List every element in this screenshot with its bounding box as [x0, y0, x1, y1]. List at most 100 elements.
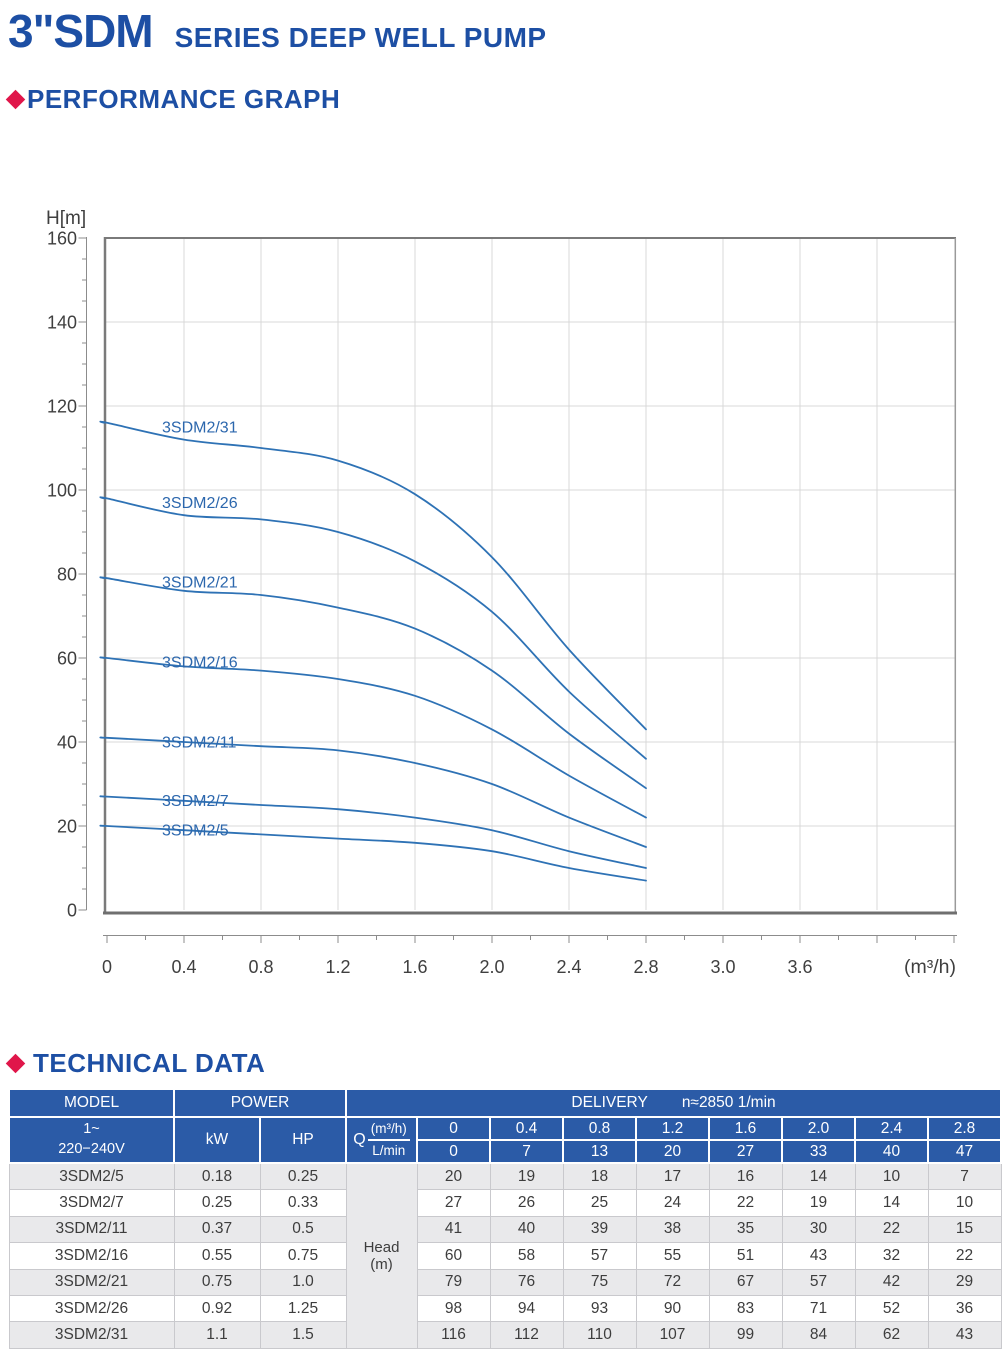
- head-value-cell: 110: [562, 1321, 637, 1349]
- y-tick-label: 120: [47, 397, 77, 417]
- head-value-cell: 94: [489, 1294, 564, 1323]
- flow-m3h-header: 2.8: [926, 1116, 1003, 1141]
- head-value-cell: 20: [416, 1162, 491, 1191]
- curve-label: 3SDM2/7: [162, 793, 229, 810]
- head-value-cell: 43: [927, 1321, 1002, 1349]
- x-tick-label: 3.6: [787, 957, 812, 977]
- kw-cell: 0.25: [173, 1189, 261, 1217]
- head-value-cell: 24: [635, 1189, 710, 1217]
- hp-cell: 0.5: [259, 1215, 347, 1244]
- table-row: 3SDM2/7 0.25 0.33 27 26 25 24 22 19 14 10: [8, 1189, 1002, 1217]
- model-cell: 3SDM2/21: [8, 1268, 175, 1296]
- curve-label: 3SDM2/16: [162, 655, 238, 672]
- y-tick-label: 160: [47, 229, 77, 249]
- q-label: Q: [353, 1131, 366, 1148]
- curve: [99, 496, 647, 760]
- table-row: 3SDM2/31 1.1 1.5 116 112 110 107 99 84 62 43: [8, 1321, 1002, 1349]
- y-tick-label: 100: [47, 481, 77, 501]
- head-value-cell: 90: [635, 1294, 710, 1323]
- head-value-cell: 99: [708, 1321, 783, 1349]
- kw-cell: 0.18: [173, 1162, 261, 1191]
- flow-lmin-header: 33: [781, 1139, 856, 1164]
- head-value-cell: 98: [416, 1294, 491, 1323]
- head-value-cell: 112: [489, 1321, 564, 1349]
- section-title: PERFORMANCE GRAPH: [27, 84, 341, 114]
- flow-m3h-header: 0: [416, 1116, 491, 1141]
- kw-cell: 0.75: [173, 1268, 261, 1296]
- x-axis-unit-label: (m³/h): [904, 956, 956, 978]
- head-value-cell: 39: [562, 1215, 637, 1244]
- table-row: 3SDM2/21 0.75 1.0 79 76 75 72 67 57 42 29: [8, 1268, 1002, 1296]
- head-value-cell: 17: [635, 1162, 710, 1191]
- head-value-cell: 107: [635, 1321, 710, 1349]
- table-header-row: MODEL POWER DELIVERY n≈2850 1/min: [8, 1088, 1003, 1118]
- flow-lmin-header: 0: [416, 1139, 491, 1164]
- flow-lmin-header: 20: [635, 1139, 710, 1164]
- head-value-cell: 51: [708, 1242, 783, 1270]
- curve: [99, 656, 647, 819]
- section-performance-graph: PERFORMANCE GRAPH: [5, 84, 341, 115]
- curve: [99, 420, 647, 731]
- model-cell: 3SDM2/31: [8, 1321, 175, 1349]
- y-tick-label: 80: [57, 565, 77, 585]
- head-value-cell: 40: [489, 1215, 564, 1244]
- voltage-line1: 1~: [83, 1121, 100, 1138]
- head-value-cell: 67: [708, 1268, 783, 1296]
- head-value-cell: 22: [927, 1242, 1002, 1270]
- kw-cell: 0.92: [173, 1294, 261, 1323]
- table-subheader-row-lmin: 0 7 13 20 27 33 40 47: [9, 1139, 1003, 1164]
- head-value-cell: 62: [854, 1321, 929, 1349]
- hp-cell: 1.5: [259, 1321, 347, 1349]
- hp-cell: 0.33: [259, 1189, 347, 1217]
- flow-lmin-header: 47: [926, 1139, 1003, 1164]
- head-value-cell: 38: [635, 1215, 710, 1244]
- head-value-cell: 22: [854, 1215, 929, 1244]
- head-value-cell: 57: [781, 1268, 856, 1296]
- product-name: 3"SDM: [8, 5, 154, 57]
- head-value-cell: 26: [489, 1189, 564, 1217]
- q-units-fraction: (m³/h) L/min: [367, 1119, 410, 1161]
- head-value-cell: 18: [562, 1162, 637, 1191]
- curve-label: 3SDM2/5: [162, 823, 229, 840]
- delivery-header: DELIVERY n≈2850 1/min: [344, 1088, 1003, 1118]
- section-title: TECHNICAL DATA: [33, 1048, 266, 1078]
- y-tick-label: 60: [57, 649, 77, 669]
- curve: [99, 576, 647, 790]
- head-value-cell: 52: [854, 1294, 929, 1323]
- model-cell: 3SDM2/7: [8, 1189, 175, 1217]
- table-row: 3SDM2/26 0.92 1.25 98 94 93 90 83 71 52 36: [8, 1294, 1002, 1323]
- table-row: 3SDM2/11 0.37 0.5 41 40 39 38 35 30 22 15: [8, 1215, 1002, 1244]
- x-tick-label: 0: [102, 957, 112, 977]
- y-axis-label: H[m]: [46, 208, 86, 229]
- head-value-cell: 25: [562, 1189, 637, 1217]
- product-subtitle: SERIES DEEP WELL PUMP: [174, 22, 547, 53]
- head-value-cell: 15: [927, 1215, 1002, 1244]
- head-value-cell: 22: [708, 1189, 783, 1217]
- diamond-icon: [5, 89, 26, 110]
- head-value-cell: 16: [708, 1162, 783, 1191]
- x-tick-label: 2.4: [556, 957, 581, 977]
- curve-label: 3SDM2/26: [162, 495, 238, 512]
- section-technical-data: TECHNICAL DATA: [5, 1048, 266, 1079]
- curve: [99, 795, 647, 869]
- flow-lmin-header: 7: [489, 1139, 564, 1164]
- head-value-cell: 58: [489, 1242, 564, 1270]
- table-row: 3SDM2/5 0.18 0.25 Head (m) 20 19 18 17 16 14 10 7: [8, 1162, 1002, 1349]
- hp-cell: 1.25: [259, 1294, 347, 1323]
- x-tick-label: 1.6: [402, 957, 427, 977]
- head-value-cell: 14: [781, 1162, 856, 1191]
- kw-cell: 1.1: [173, 1321, 261, 1349]
- delivery-label: DELIVERY: [571, 1094, 648, 1111]
- flow-m3h-header: 0.4: [489, 1116, 564, 1141]
- head-value-cell: 35: [708, 1215, 783, 1244]
- x-tick-label: 2.0: [479, 957, 504, 977]
- x-tick-label: 0.8: [248, 957, 273, 977]
- head-value-cell: 76: [489, 1268, 564, 1296]
- flow-lmin-header: 27: [708, 1139, 783, 1164]
- kw-cell: 0.37: [173, 1215, 261, 1244]
- model-cell: 3SDM2/16: [8, 1242, 175, 1270]
- head-value-cell: 60: [416, 1242, 491, 1270]
- curve: [99, 736, 647, 848]
- curve-label: 3SDM2/31: [162, 419, 238, 436]
